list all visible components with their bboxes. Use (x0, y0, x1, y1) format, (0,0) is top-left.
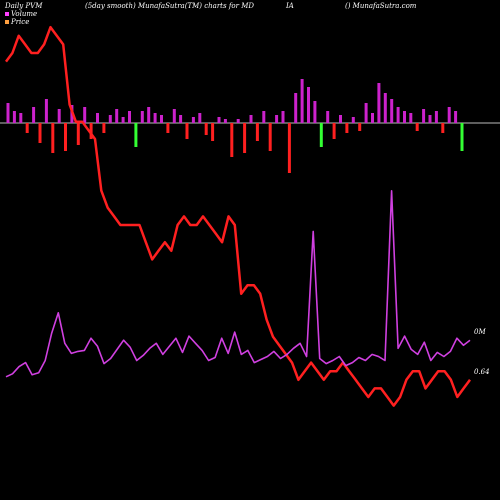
pvm-bar (415, 123, 419, 131)
pvm-bar (371, 113, 374, 123)
pvm-bar (339, 115, 342, 123)
legend-price-swatch (5, 20, 9, 24)
legend-price: Price (5, 18, 29, 26)
pvm-bar (230, 123, 234, 157)
pvm-bar (460, 123, 464, 151)
pvm-bar (38, 123, 42, 143)
pvm-bar (25, 123, 29, 133)
pvm-bar (204, 123, 208, 135)
price-end-label: 0.64 (474, 368, 490, 376)
pvm-bar (191, 117, 195, 123)
pvm-bar (243, 123, 247, 153)
pvm-bar (12, 111, 16, 123)
volume-end-label: 0M (474, 328, 486, 336)
chart-header-symbol: IA (286, 2, 294, 10)
pvm-bar (300, 79, 304, 123)
pvm-bar (32, 107, 36, 123)
pvm-bar (153, 113, 157, 123)
legend-volume: Volume (5, 10, 37, 18)
pvm-bar (96, 113, 99, 123)
pvm-bar (326, 111, 330, 123)
pvm-bar (179, 115, 183, 123)
pvm-bar (44, 99, 48, 123)
pvm-bar (160, 115, 163, 123)
pvm-bar (454, 111, 458, 123)
pvm-bar (166, 123, 170, 133)
pvm-bar (134, 123, 138, 147)
chart-header-right: () MunafaSutra.com (345, 2, 417, 10)
pvm-bar (332, 123, 336, 139)
pvm-bar (89, 123, 93, 139)
pvm-bar (128, 111, 131, 123)
pvm-bar (383, 93, 387, 123)
pvm-bar (345, 123, 349, 133)
pvm-bar (377, 83, 381, 123)
price-line (4, 25, 472, 407)
chart-header-left: Daily PVM (5, 2, 43, 10)
pvm-bar (319, 123, 323, 147)
volume-line (5, 190, 471, 378)
pvm-bar (441, 123, 445, 133)
pvm-bar (211, 123, 215, 141)
pvm-bar (281, 111, 285, 123)
pvm-bar (403, 111, 406, 123)
pvm-bar (102, 123, 106, 133)
pvm-bar (198, 113, 202, 123)
pvm-bar (313, 101, 317, 123)
pvm-bar (51, 123, 55, 153)
pvm-bar (287, 123, 291, 173)
pvm-bar (428, 115, 432, 123)
pvm-bar (140, 111, 144, 123)
pvm-bar (249, 115, 253, 123)
pvm-bar (185, 123, 189, 139)
pvm-bar (275, 115, 279, 123)
pvm-bar (217, 117, 221, 123)
pvm-bar (434, 111, 438, 123)
pvm-bar (76, 123, 80, 145)
legend-volume-swatch (5, 12, 9, 16)
pvm-bar (57, 109, 61, 123)
pvm-bar (268, 123, 272, 151)
pvm-bar (121, 117, 125, 123)
legend-price-label: Price (11, 18, 30, 26)
pvm-bar (147, 107, 151, 123)
pvm-bar (255, 123, 259, 141)
legend-volume-label: Volume (11, 10, 38, 18)
pvm-bar (390, 99, 394, 123)
pvm-bar (351, 117, 355, 123)
chart-header-center: (5day smooth) MunafaSutra(TM) charts for… (85, 2, 254, 10)
pvm-bar (223, 119, 227, 123)
pvm-bar (396, 107, 400, 123)
pvm-bar (19, 113, 23, 123)
pvm-bar (409, 113, 413, 123)
pvm-bar (115, 109, 119, 123)
pvm-bar (83, 107, 87, 123)
pvm-bar (364, 103, 368, 123)
pvm-bar (262, 111, 266, 123)
pvm-bar (64, 123, 67, 151)
pvm-bar (108, 115, 112, 123)
pvm-bar (422, 109, 426, 123)
pvm-bar (294, 93, 298, 123)
pvm-bar (172, 109, 176, 123)
pvm-bar (447, 107, 451, 123)
pvm-bar (307, 87, 310, 123)
pvm-bar (358, 123, 362, 131)
pvm-bar (6, 103, 10, 123)
pvm-bar (236, 119, 240, 123)
